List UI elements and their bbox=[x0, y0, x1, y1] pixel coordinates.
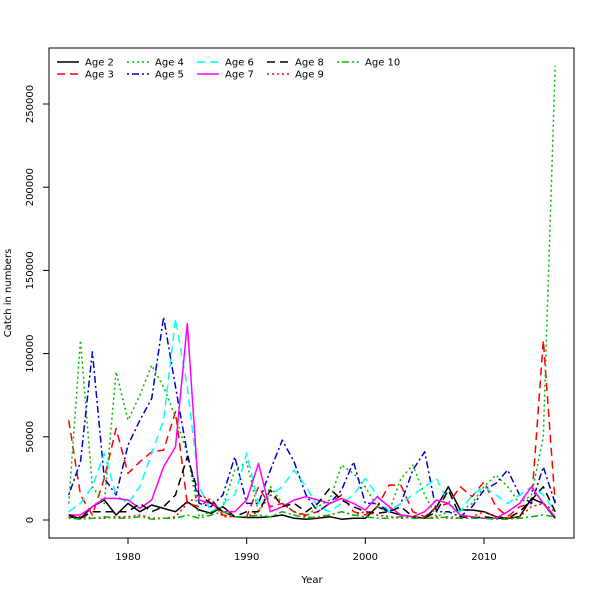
y-tick-label: 100000 bbox=[25, 335, 36, 373]
series-line-age-5 bbox=[67, 316, 556, 518]
plot-frame bbox=[48, 47, 575, 539]
legend-label-age-8: Age 8 bbox=[295, 58, 324, 69]
series-line-age-4 bbox=[67, 65, 556, 518]
legend-label-age-6: Age 6 bbox=[225, 58, 254, 69]
legend-label-age-4: Age 4 bbox=[155, 58, 184, 69]
x-tick-label: 2010 bbox=[471, 552, 496, 563]
legend-label-age-2: Age 2 bbox=[85, 58, 114, 69]
y-tick-label: 250000 bbox=[25, 85, 36, 123]
x-tick-label: 2000 bbox=[353, 552, 378, 563]
series-line-age-10 bbox=[68, 510, 556, 520]
y-tick-label: 0 bbox=[25, 517, 36, 523]
x-tick-label: 1990 bbox=[234, 552, 259, 563]
legend-label-age-10: Age 10 bbox=[365, 58, 400, 69]
x-tick-label: 1980 bbox=[115, 552, 140, 563]
legend-label-age-5: Age 5 bbox=[155, 70, 184, 81]
y-tick-label: 150000 bbox=[25, 251, 36, 289]
legend-label-age-7: Age 7 bbox=[225, 70, 254, 81]
series-line-age-2 bbox=[68, 485, 556, 520]
y-axis-title: Catch in numbers bbox=[3, 249, 14, 338]
x-axis-title: Year bbox=[300, 575, 323, 586]
legend-label-age-3: Age 3 bbox=[85, 70, 114, 81]
series-line-age-7 bbox=[68, 322, 556, 520]
y-tick-label: 200000 bbox=[25, 168, 36, 206]
series-line-age-3 bbox=[67, 339, 556, 518]
series-line-age-9 bbox=[68, 494, 556, 520]
series-line-age-8 bbox=[68, 456, 556, 520]
y-tick-label: 50000 bbox=[25, 421, 36, 453]
legend-label-age-9: Age 9 bbox=[295, 70, 324, 81]
